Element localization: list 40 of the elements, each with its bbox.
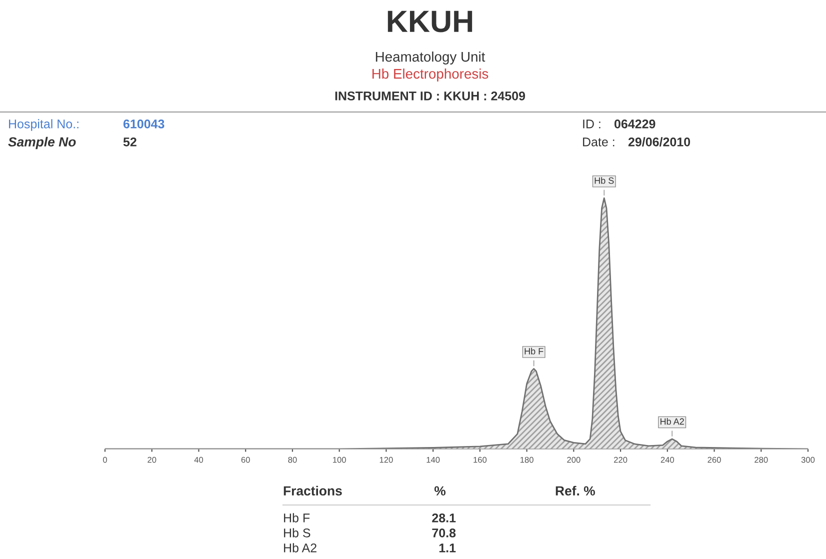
text: % (434, 486, 446, 496)
x-tick-label: 0 (103, 456, 107, 463)
x-tick-label: 20 (148, 456, 156, 463)
x-tick-label: 220 (614, 456, 628, 463)
x-tick-label: 100 (333, 456, 346, 463)
x-tick-label: 140 (426, 456, 440, 463)
text: 610043 (123, 120, 164, 128)
text: 28.1 (432, 514, 456, 522)
text: Fractions (284, 486, 342, 496)
text: 52 (123, 138, 136, 146)
text: 064229 (614, 120, 656, 128)
annotation: Hb F (524, 348, 544, 354)
text: ID : (583, 120, 600, 128)
x-tick-label: 240 (660, 456, 674, 463)
x-tick-label: 280 (754, 456, 768, 463)
x-tick-label: 300 (801, 456, 815, 463)
text: Sample No (8, 136, 76, 150)
text: 29/06/2010 (628, 137, 690, 146)
x-tick-label: 40 (194, 456, 204, 463)
x-tick-label: 160 (474, 456, 487, 463)
x-tick-label: 60 (241, 456, 250, 463)
text: Hb A2 (284, 543, 316, 552)
x-tick-label: 200 (567, 456, 580, 463)
text: 70.8 (432, 528, 456, 538)
text: Hb Electrophoresis (372, 68, 488, 82)
text: Date : (583, 138, 614, 146)
text: Hospital No.: (9, 119, 78, 131)
chart-title: KKUH (388, 10, 472, 32)
chart-subtitle: Heamatology Unit (376, 52, 486, 64)
text: Hb S (284, 528, 310, 538)
x-tick-label: 260 (708, 456, 721, 463)
text: Hb F (284, 513, 310, 522)
text: INSTRUMENT ID : KKUH : 24509 (335, 92, 526, 100)
x-tick-label: 180 (520, 456, 534, 463)
annotation: Hb S (594, 177, 614, 184)
text: Ref. % (556, 486, 595, 496)
annotation: Hb A2 (660, 418, 684, 425)
x-tick-label: 80 (288, 456, 297, 463)
x-tick-label: 120 (380, 456, 393, 463)
text: 1.1 (439, 544, 456, 552)
